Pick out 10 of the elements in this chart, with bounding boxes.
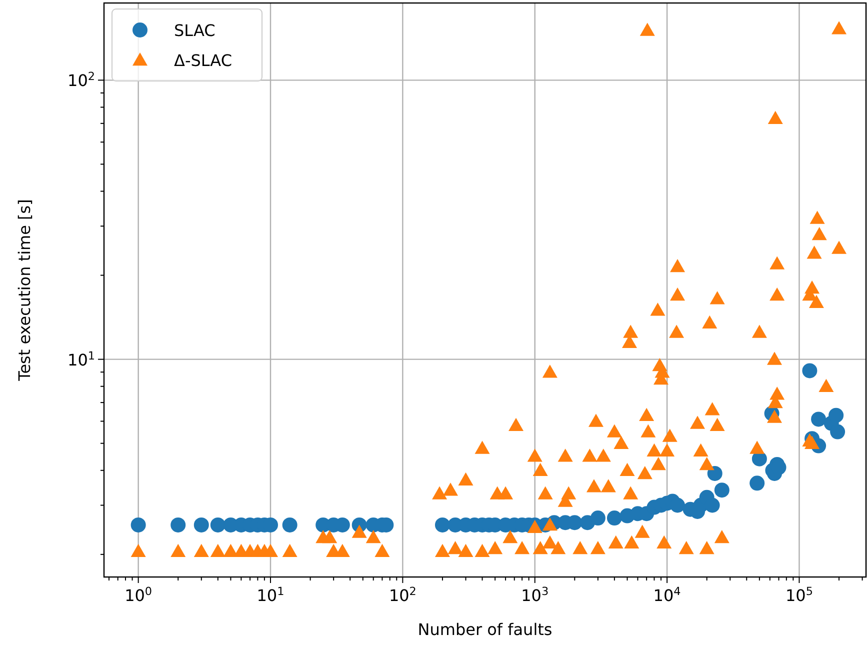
legend-label: SLAC [174, 21, 216, 40]
x-tick-label: 10$^{5}$ [785, 584, 813, 605]
x-tick-label: 10$^{4}$ [653, 584, 681, 605]
x-tick-label: 10$^{0}$ [124, 584, 152, 605]
x-tick-label: 10$^{2}$ [388, 584, 416, 605]
x-tick-label: 10$^{1}$ [256, 584, 284, 605]
legend-label: Δ-SLAC [174, 51, 232, 70]
x-axis-title: Number of faults [418, 620, 552, 639]
x-tick-label: 10$^{3}$ [521, 584, 549, 605]
y-axis-title: Test execution time [s] [15, 199, 34, 382]
